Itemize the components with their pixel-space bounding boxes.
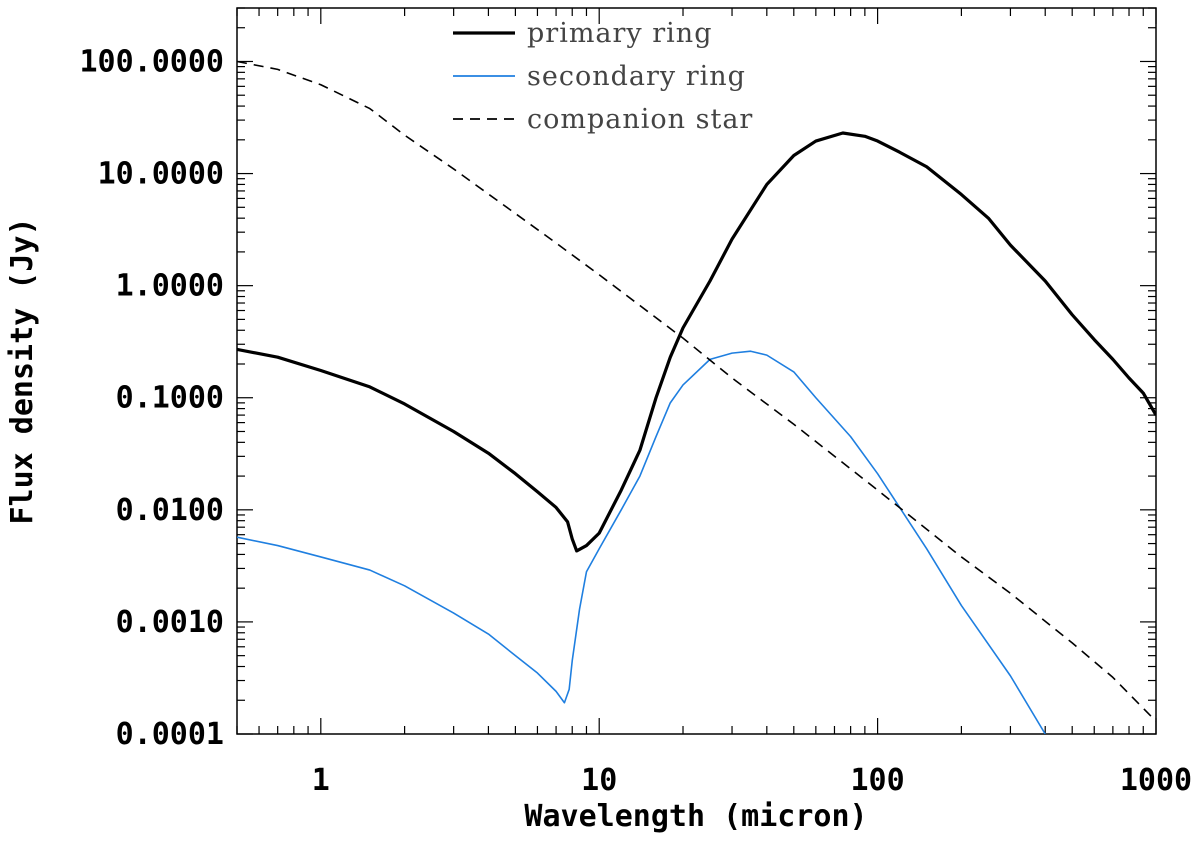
axis-ticks xyxy=(236,7,1157,735)
series-line-primary-ring xyxy=(237,131,1156,553)
series-line-secondary-ring xyxy=(237,350,1046,734)
axis-tick-labels: 1 10 100 1000 0.0001 0.0010 0.0100 0.1000 1.0000… xyxy=(80,44,1193,798)
y-tick-label: 0.0010 xyxy=(116,605,224,640)
legend-label-primary-ring: primary ring xyxy=(527,18,712,49)
legend-label-companion-star: companion star xyxy=(527,104,753,135)
x-tick-label: 1 xyxy=(312,763,330,798)
y-axis-title: Flux density (Jy) xyxy=(5,217,40,524)
plot-frame xyxy=(236,7,1157,735)
y-tick-label: 1.0000 xyxy=(116,269,224,304)
y-tick-label: 0.0001 xyxy=(116,717,224,752)
series-layer xyxy=(237,60,1156,734)
x-tick-label: 1000 xyxy=(1120,763,1192,798)
x-tick-label: 100 xyxy=(851,763,905,798)
y-tick-label: 100.0000 xyxy=(80,44,225,79)
legend-label-secondary-ring: secondary ring xyxy=(527,61,746,92)
x-axis-title: Wavelength (micron) xyxy=(524,799,867,834)
y-tick-label: 0.0100 xyxy=(116,493,224,528)
plot-area xyxy=(236,7,1157,735)
y-tick-label: 0.1000 xyxy=(116,381,224,416)
series-line-companion-star xyxy=(237,60,1156,722)
y-tick-label: 10.0000 xyxy=(98,157,224,192)
legend: primary ring secondary ring companion star xyxy=(453,18,753,135)
x-tick-label: 10 xyxy=(581,763,617,798)
